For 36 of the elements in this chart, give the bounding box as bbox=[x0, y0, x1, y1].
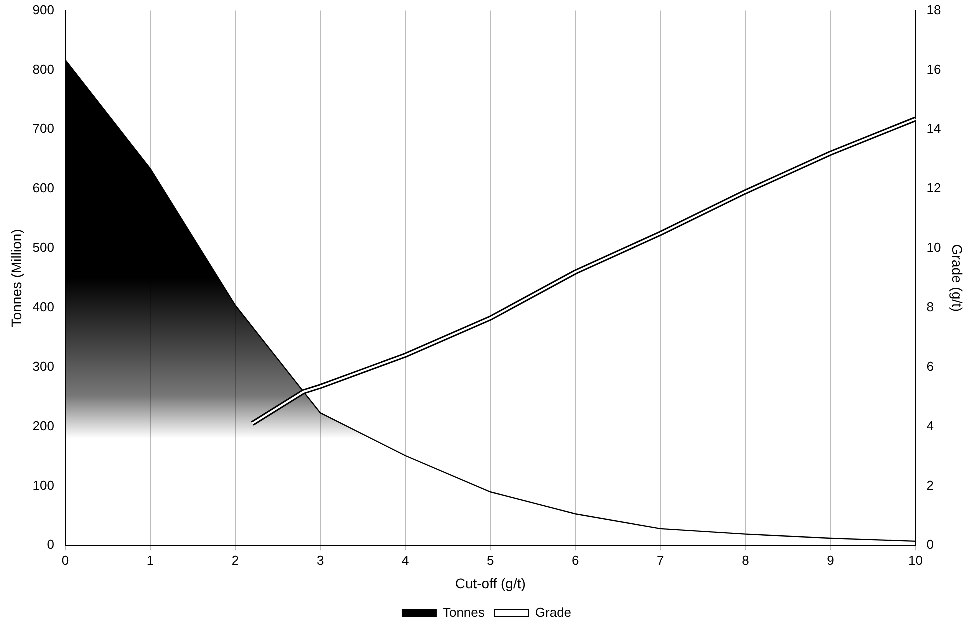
y2-tick-label: 8 bbox=[926, 299, 934, 314]
y2-tick-label: 14 bbox=[926, 121, 942, 136]
x-tick-label: 1 bbox=[146, 552, 154, 568]
x-tick-label: 6 bbox=[572, 552, 580, 568]
x-tick-label: 4 bbox=[402, 552, 410, 568]
y2-axis-title: Grade (g/t) bbox=[950, 244, 966, 312]
y-tick-label: 500 bbox=[32, 240, 54, 256]
y2-tick-label: 16 bbox=[926, 62, 942, 77]
x-axis-title: Cut-off (g/t) bbox=[455, 575, 526, 592]
y-tick-label: 900 bbox=[32, 2, 54, 18]
y-tick-label: 600 bbox=[32, 180, 54, 196]
y-tick-label: 300 bbox=[32, 358, 54, 374]
y-tick-label: 200 bbox=[32, 418, 54, 434]
y2-tick-label: 18 bbox=[926, 2, 942, 18]
y2-tick-label: 0 bbox=[926, 537, 934, 552]
x-tick-label: 0 bbox=[62, 552, 70, 568]
y-tick-label: 800 bbox=[32, 62, 54, 77]
y-tick-label: 400 bbox=[32, 299, 54, 314]
legend-label: Grade bbox=[535, 605, 572, 620]
y-tick-label: 100 bbox=[32, 478, 54, 493]
y2-tick-label: 10 bbox=[926, 240, 942, 256]
x-tick-label: 2 bbox=[232, 552, 240, 568]
x-tick-label: 7 bbox=[657, 552, 664, 568]
x-tick-label: 9 bbox=[827, 552, 834, 568]
y-tick-label: 700 bbox=[32, 121, 54, 136]
legend-label: Tonnes bbox=[442, 605, 486, 620]
x-tick-label: 5 bbox=[487, 552, 494, 568]
y2-tick-label: 6 bbox=[926, 358, 934, 374]
y2-tick-label: 2 bbox=[926, 478, 934, 493]
x-tick-label: 3 bbox=[316, 552, 324, 568]
x-tick-label: 10 bbox=[908, 552, 923, 568]
x-tick-label: 8 bbox=[742, 552, 750, 568]
y2-tick-label: 4 bbox=[926, 418, 934, 434]
y-axis-title: Tonnes (Million) bbox=[8, 229, 24, 328]
y-tick-label: 0 bbox=[47, 537, 54, 552]
y2-tick-label: 12 bbox=[926, 180, 942, 196]
